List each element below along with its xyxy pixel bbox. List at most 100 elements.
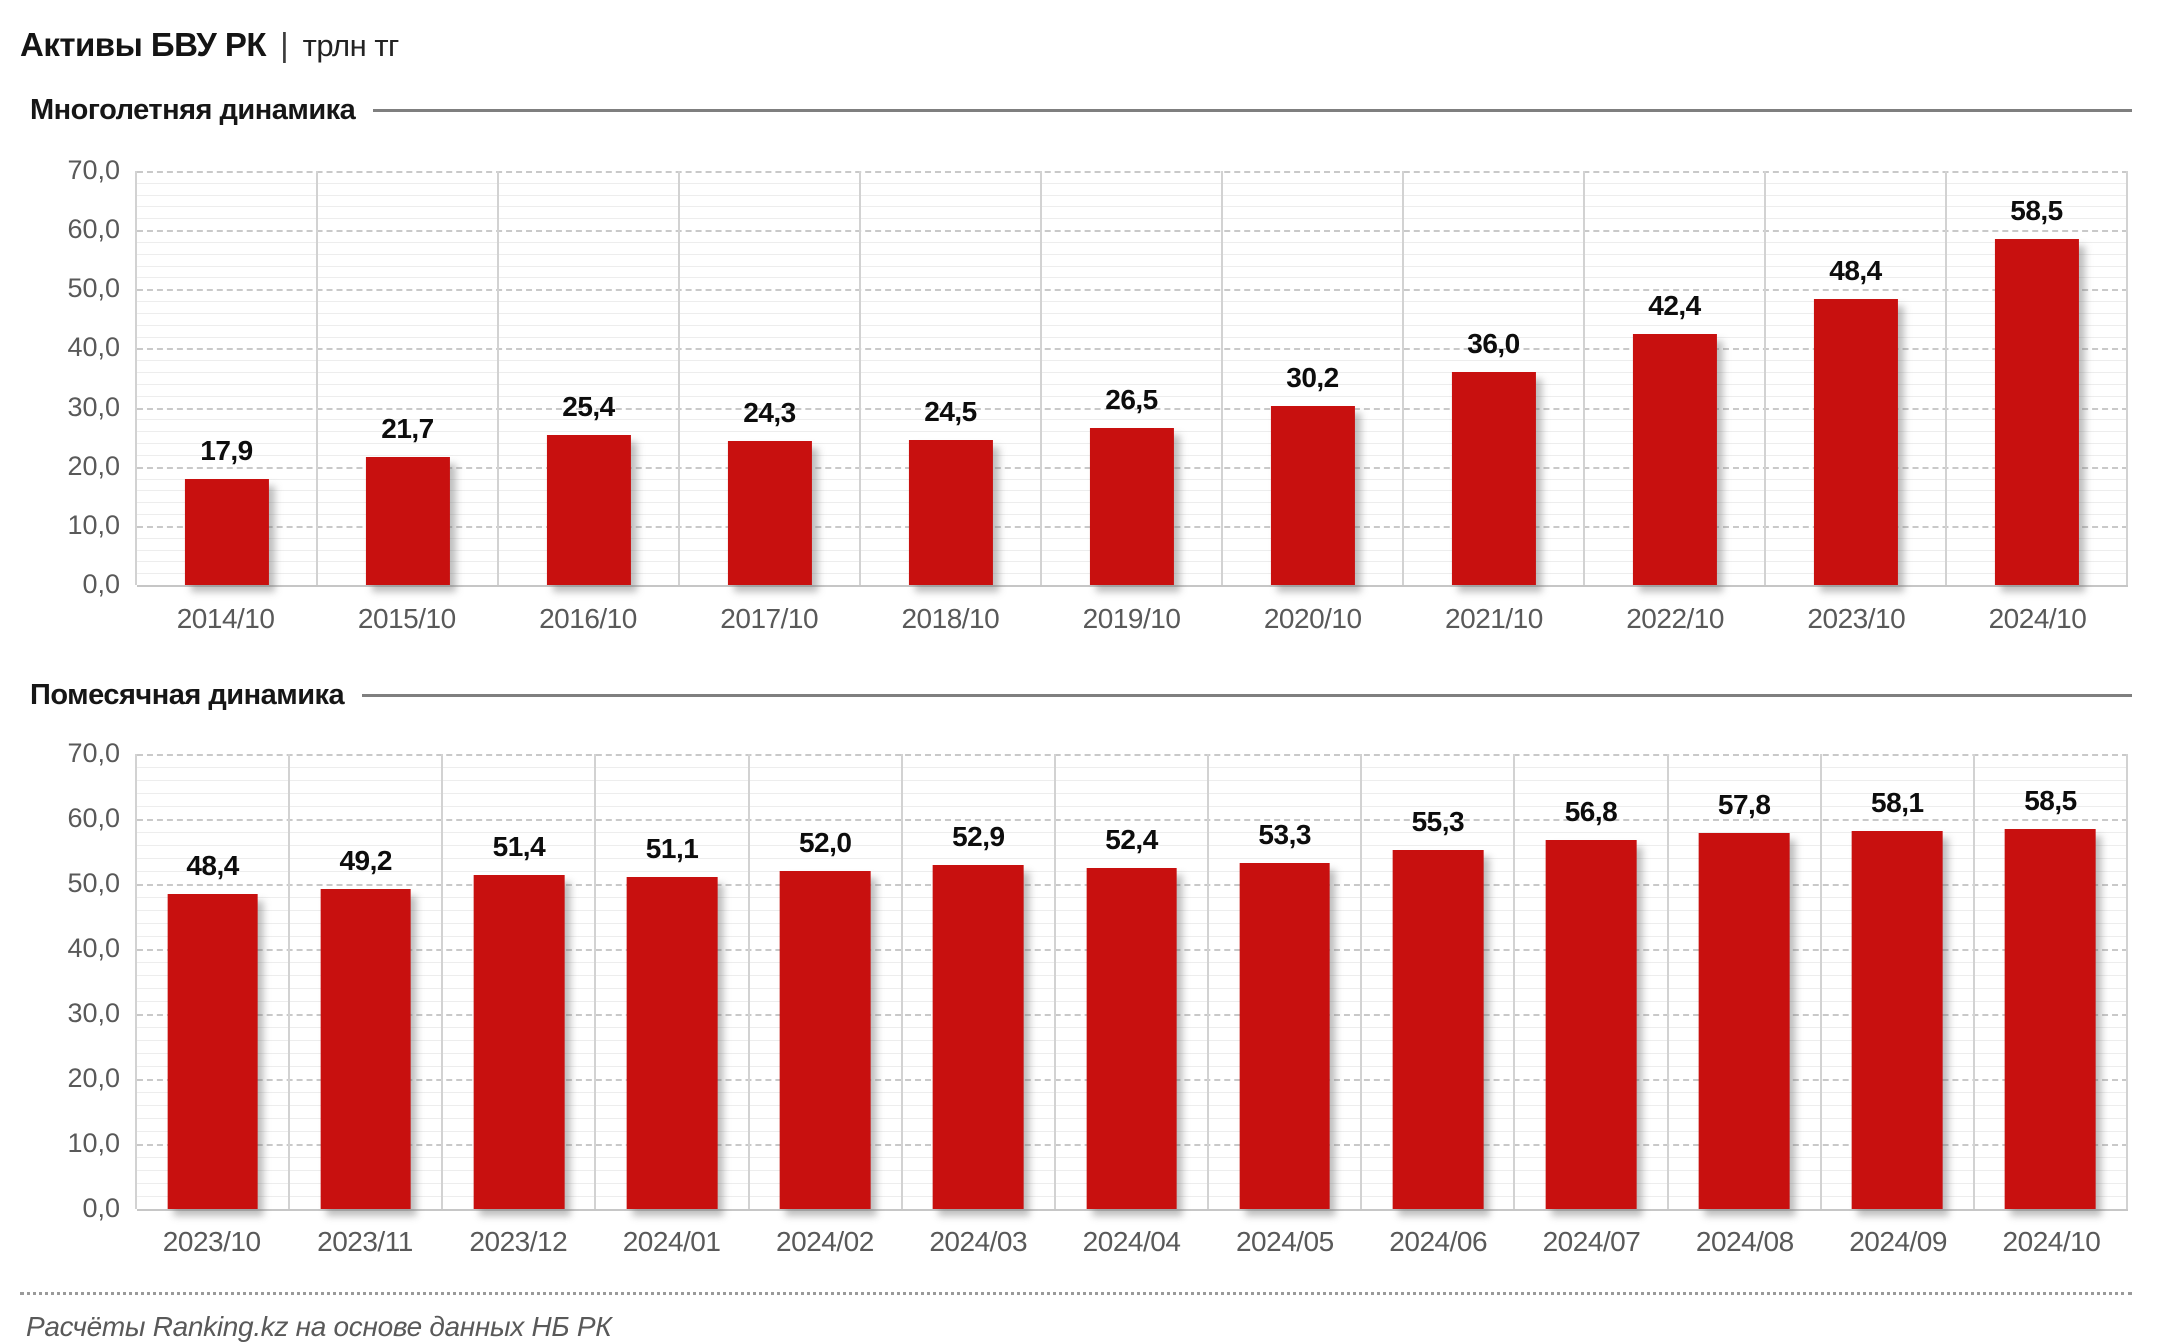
bar-value-label: 21,7 bbox=[381, 412, 434, 444]
gridline-major bbox=[137, 407, 2128, 410]
bar-value-label: 53,3 bbox=[1258, 818, 1311, 850]
gridline-minor bbox=[137, 806, 2128, 807]
x-tick-label: 2024/04 bbox=[1082, 1226, 1181, 1257]
source-note: Расчёты Ranking.kz на основе данных НБ Р… bbox=[26, 1311, 612, 1342]
gridline-minor bbox=[137, 858, 2128, 859]
category-cell: 51,1 bbox=[596, 754, 750, 1209]
gridline-major bbox=[137, 230, 2128, 233]
bar bbox=[1239, 862, 1331, 1209]
bar bbox=[1813, 298, 1898, 585]
bar-value-label: 24,5 bbox=[924, 396, 977, 428]
gridline-minor bbox=[137, 301, 2128, 303]
gridline-minor bbox=[137, 792, 2128, 794]
gridline-minor bbox=[137, 253, 2128, 255]
bar bbox=[626, 876, 718, 1209]
y-tick-label: 60,0 bbox=[67, 214, 120, 245]
x-axis-labels: 2014/10 2015/10 2016/10 2017/10 2018/10 2019/… bbox=[135, 603, 2128, 635]
bar-value-label: 36,0 bbox=[1467, 328, 1520, 360]
x-tick-label: 2014/10 bbox=[176, 603, 275, 634]
category-cell: 57,8 bbox=[1669, 754, 1822, 1209]
bar bbox=[727, 441, 812, 585]
category-cell: 52,4 bbox=[1056, 754, 1210, 1209]
y-tick-label: 20,0 bbox=[67, 450, 120, 481]
x-axis-labels: 2023/10 2023/11 2023/12 2024/01 2024/02 2024/… bbox=[135, 1226, 2128, 1258]
gridline-minor bbox=[137, 277, 2128, 279]
category-cell: 24,3 bbox=[680, 171, 861, 585]
page-title: Активы БВУ РК | трлн тг bbox=[20, 26, 2132, 64]
y-tick-label: 40,0 bbox=[67, 332, 120, 363]
category-cell: 49,2 bbox=[290, 754, 444, 1209]
x-tick-label: 2023/11 bbox=[317, 1226, 413, 1257]
category-cell: 48,4 bbox=[137, 754, 291, 1209]
x-tick-label: 2023/10 bbox=[1807, 603, 1906, 634]
bar-value-label: 30,2 bbox=[1286, 362, 1339, 394]
bar-value-label: 48,4 bbox=[186, 850, 239, 882]
gridline-minor bbox=[137, 780, 2128, 781]
x-tick-label: 2024/08 bbox=[1695, 1226, 1794, 1257]
gridline-major bbox=[137, 289, 2128, 292]
x-tick-label: 2015/10 bbox=[357, 603, 456, 634]
gridline-minor bbox=[137, 831, 2128, 833]
gridline-minor bbox=[137, 324, 2128, 326]
bar bbox=[320, 889, 412, 1209]
x-tick-label: 2024/01 bbox=[622, 1226, 721, 1257]
bar-value-label: 51,1 bbox=[645, 832, 699, 864]
bar bbox=[1270, 406, 1355, 585]
bar bbox=[933, 865, 1024, 1209]
bar-value-label: 49,2 bbox=[339, 845, 392, 877]
y-tick-label: 30,0 bbox=[67, 997, 120, 1028]
x-tick-label: 2023/10 bbox=[162, 1226, 261, 1257]
y-tick-label: 10,0 bbox=[67, 509, 120, 540]
y-tick-label: 50,0 bbox=[67, 867, 120, 898]
footer-divider bbox=[20, 1292, 2132, 1295]
gridline-minor bbox=[137, 206, 2128, 208]
gridline-major bbox=[137, 348, 2128, 351]
bar-value-label: 17,9 bbox=[200, 435, 253, 467]
y-tick-label: 30,0 bbox=[67, 391, 120, 422]
category-cell: 58,5 bbox=[1975, 754, 2129, 1209]
bar-value-label: 52,0 bbox=[798, 827, 852, 858]
plot-area: 48,4 49,2 51,4 51,1 52,0 52,9 52,4 53,3 55,3 56,8… bbox=[135, 754, 2129, 1211]
bar-value-label: 25,4 bbox=[562, 390, 615, 422]
gridline-minor bbox=[137, 336, 2128, 338]
bar bbox=[167, 894, 258, 1209]
category-cell: 25,4 bbox=[499, 171, 680, 585]
x-tick-label: 2016/10 bbox=[539, 603, 637, 634]
bar bbox=[2005, 828, 2096, 1209]
gridline-minor bbox=[137, 194, 2128, 196]
title-separator: | bbox=[280, 26, 289, 63]
bar bbox=[1545, 839, 1637, 1209]
bar bbox=[1632, 334, 1717, 585]
section-heading-monthly: Помесячная динамика bbox=[30, 679, 2132, 712]
x-axis-line bbox=[137, 1209, 2128, 1211]
category-cell: 30,2 bbox=[1223, 171, 1404, 585]
gridline-minor bbox=[137, 766, 2128, 768]
x-tick-label: 2024/09 bbox=[1849, 1226, 1947, 1257]
bar-value-label: 58,1 bbox=[1871, 787, 1924, 819]
category-cell: 52,9 bbox=[903, 754, 1056, 1209]
category-cell: 56,8 bbox=[1515, 754, 1669, 1209]
x-tick-label: 2024/10 bbox=[1988, 603, 2087, 634]
gridline-minor bbox=[137, 312, 2128, 314]
heading-rule bbox=[362, 694, 2132, 697]
bar bbox=[473, 874, 565, 1209]
bar-value-label: 55,3 bbox=[1411, 805, 1465, 837]
bar-value-label: 26,5 bbox=[1105, 384, 1158, 416]
category-cell: 53,3 bbox=[1209, 754, 1363, 1209]
y-tick-label: 0,0 bbox=[82, 568, 120, 599]
bar bbox=[1086, 868, 1177, 1209]
y-tick-label: 20,0 bbox=[67, 1062, 120, 1093]
category-cell: 51,4 bbox=[443, 754, 597, 1209]
y-tick-label: 50,0 bbox=[67, 273, 120, 304]
category-cell: 21,7 bbox=[318, 171, 499, 585]
bar-value-label: 51,4 bbox=[492, 830, 546, 862]
x-tick-label: 2024/10 bbox=[2002, 1226, 2101, 1257]
gridline-minor bbox=[137, 395, 2128, 397]
x-tick-label: 2024/02 bbox=[776, 1226, 874, 1257]
bar-group: 48,4 49,2 51,4 51,1 52,0 52,9 52,4 53,3 55,3 56,8… bbox=[137, 754, 2129, 1209]
category-cell: 17,9 bbox=[137, 171, 318, 585]
x-tick-label: 2018/10 bbox=[901, 603, 1000, 634]
gridline-minor bbox=[137, 419, 2128, 421]
gridline-minor bbox=[137, 265, 2128, 267]
